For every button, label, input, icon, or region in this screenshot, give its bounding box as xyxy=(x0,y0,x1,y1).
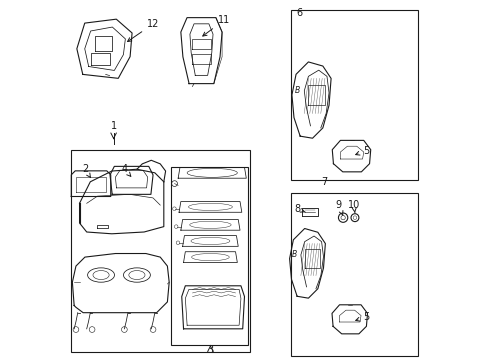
Text: 2: 2 xyxy=(81,164,90,177)
Bar xyxy=(70,149,249,352)
Text: 6: 6 xyxy=(296,8,302,18)
Text: 5: 5 xyxy=(355,312,369,322)
Text: 11: 11 xyxy=(203,15,229,36)
Text: 7: 7 xyxy=(321,177,327,187)
Text: 4: 4 xyxy=(121,164,131,176)
Text: 9: 9 xyxy=(335,200,342,216)
Text: B: B xyxy=(291,250,297,259)
Text: 1: 1 xyxy=(110,121,117,131)
Text: 12: 12 xyxy=(127,19,159,41)
Text: 8: 8 xyxy=(293,204,305,214)
Text: 3: 3 xyxy=(207,345,213,355)
Bar xyxy=(171,167,247,345)
Text: 10: 10 xyxy=(347,200,359,213)
Text: 5: 5 xyxy=(355,145,369,156)
Bar xyxy=(290,10,418,180)
Bar xyxy=(290,193,418,356)
Text: B: B xyxy=(294,86,299,95)
